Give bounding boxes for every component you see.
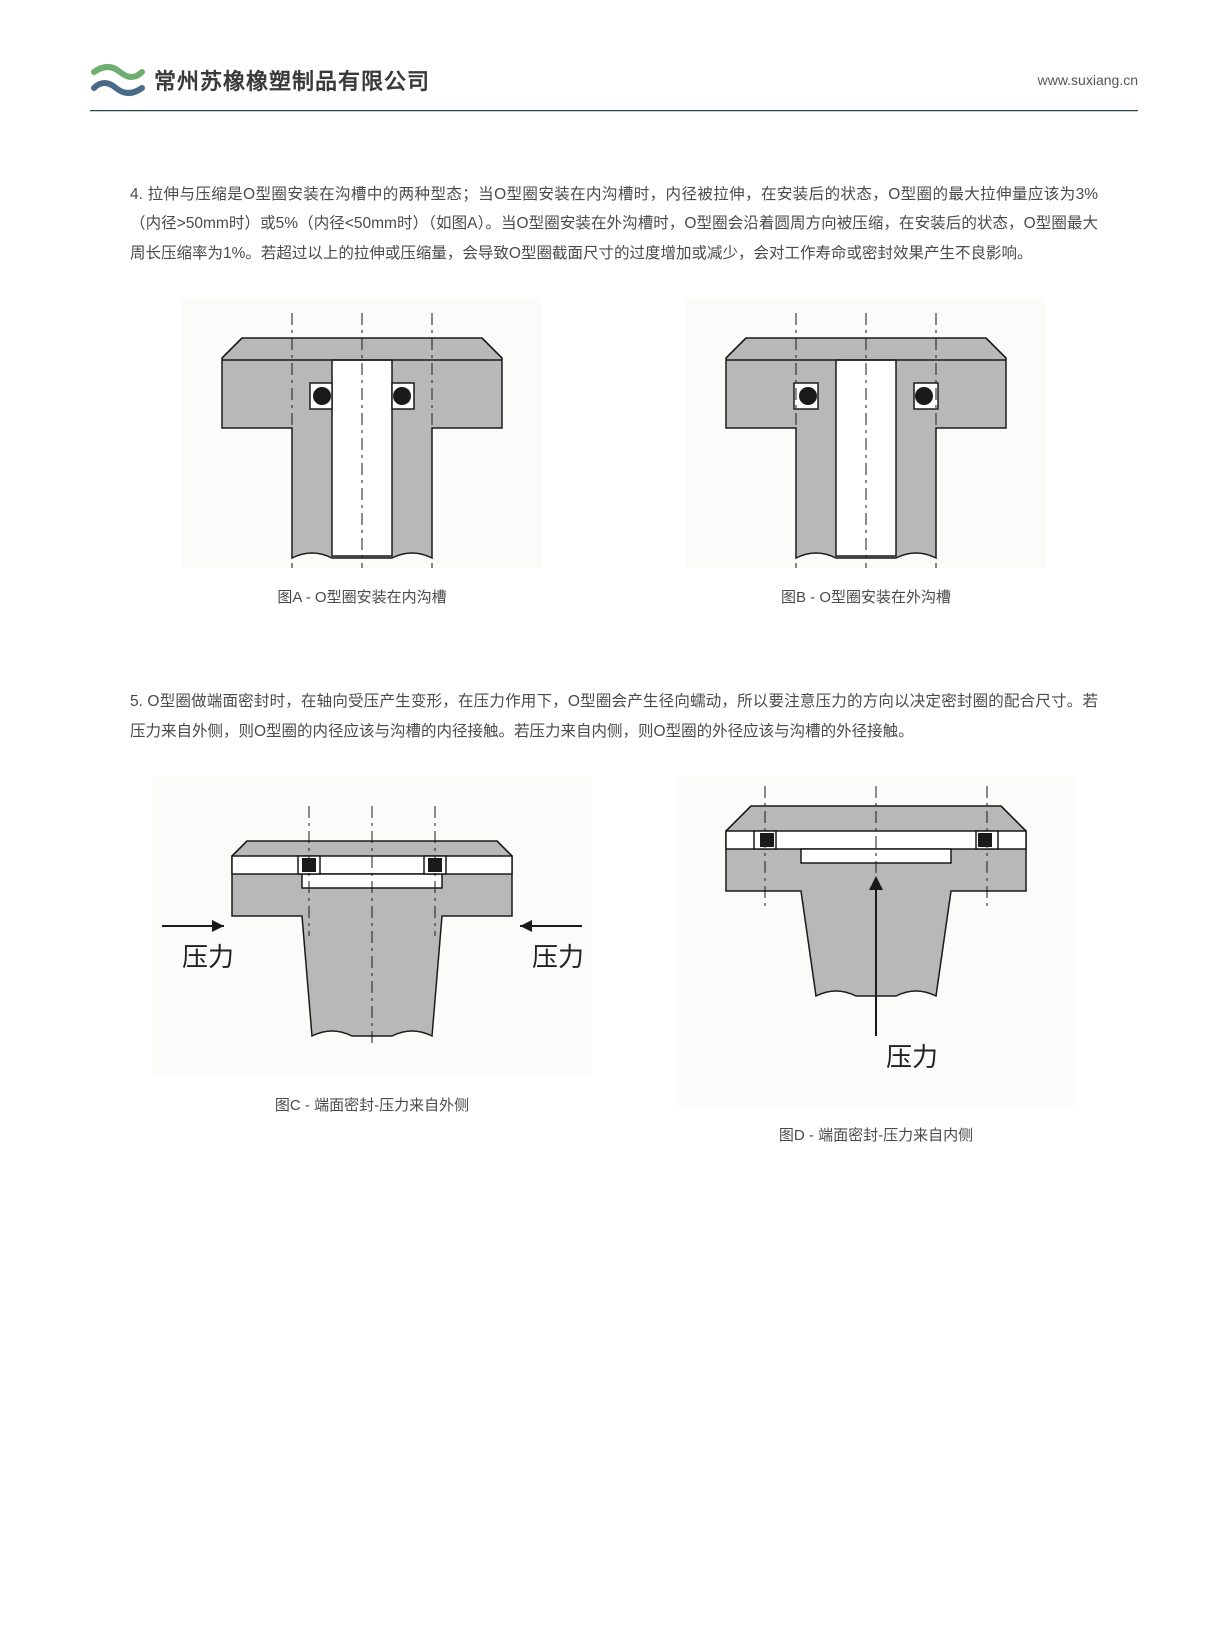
pressure-label-bottom: 压力 — [886, 1043, 938, 1072]
company-name: 常州苏橡橡塑制品有限公司 — [154, 64, 430, 96]
figure-b-caption: 图B - O型圈安装在外沟槽 — [781, 586, 951, 607]
page-header: 常州苏橡橡塑制品有限公司 www.suxiang.cn — [90, 60, 1138, 100]
figure-a-caption: 图A - O型圈安装在内沟槽 — [277, 586, 446, 607]
figure-row-ab: 图A - O型圈安装在内沟槽 图B - O型圈安装在外沟槽 — [130, 298, 1098, 607]
website-url: www.suxiang.cn — [1038, 72, 1138, 88]
diagram-a-icon — [182, 298, 542, 568]
section-5-text: 5. O型圈做端面密封时，在轴向受压产生变形，在压力作用下，O型圈会产生径向蠕动… — [130, 687, 1098, 746]
section-4-text: 4. 拉伸与压缩是O型圈安装在沟槽中的两种型态；当O型圈安装在内沟槽时，内径被拉… — [130, 180, 1098, 268]
pressure-label-right: 压力 — [532, 943, 584, 972]
company-logo-icon — [90, 60, 146, 100]
header-rule — [90, 110, 1138, 112]
figure-d: 压力 图D - 端面密封-压力来自内侧 — [676, 776, 1076, 1145]
figure-row-cd: 压力 压力 图C - 端面密封-压力来自外侧 — [130, 776, 1098, 1145]
figure-c-caption: 图C - 端面密封-压力来自外侧 — [275, 1094, 469, 1115]
figure-a: 图A - O型圈安装在内沟槽 — [182, 298, 542, 607]
logo-block: 常州苏橡橡塑制品有限公司 — [90, 60, 430, 100]
figure-b: 图B - O型圈安装在外沟槽 — [686, 298, 1046, 607]
diagram-c-icon: 压力 压力 — [152, 776, 592, 1076]
figure-d-caption: 图D - 端面密封-压力来自内侧 — [779, 1124, 973, 1145]
page-content: 4. 拉伸与压缩是O型圈安装在沟槽中的两种型态；当O型圈安装在内沟槽时，内径被拉… — [130, 180, 1098, 1155]
figure-c: 压力 压力 图C - 端面密封-压力来自外侧 — [152, 776, 592, 1145]
diagram-d-icon: 压力 — [676, 776, 1076, 1106]
diagram-b-icon — [686, 298, 1046, 568]
pressure-label-left: 压力 — [182, 943, 234, 972]
